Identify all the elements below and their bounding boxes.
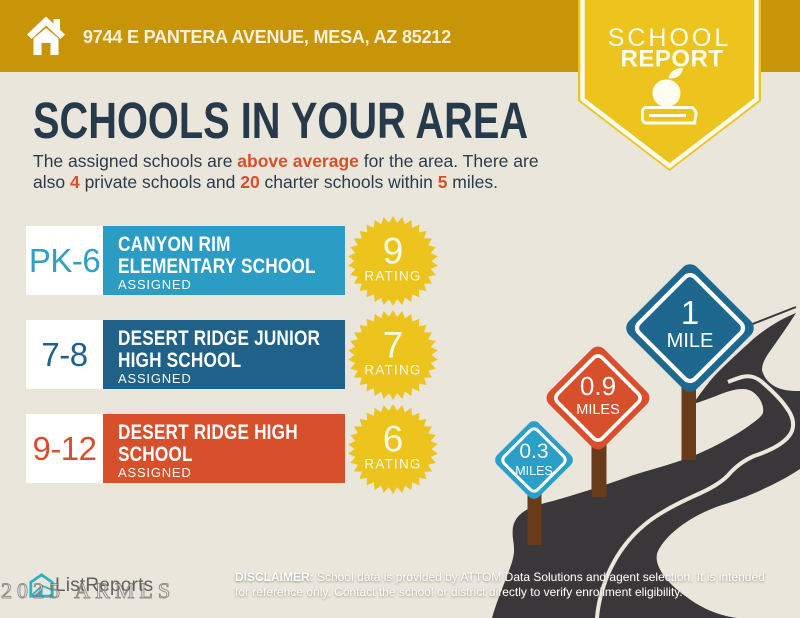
- svg-text:6: 6: [383, 419, 404, 460]
- svg-text:SCHOOL: SCHOOL: [608, 24, 732, 52]
- svg-text:MILES: MILES: [515, 464, 553, 478]
- svg-text:0.3: 0.3: [519, 440, 548, 463]
- svg-text:MILES: MILES: [576, 402, 620, 418]
- svg-text:REPORT: REPORT: [620, 46, 723, 73]
- svg-text:MILE: MILE: [667, 330, 714, 352]
- svg-text:1: 1: [681, 294, 699, 331]
- svg-text:RATING: RATING: [364, 363, 421, 378]
- svg-text:7: 7: [383, 325, 404, 366]
- svg-text:0.9: 0.9: [580, 371, 616, 401]
- svg-text:RATING: RATING: [364, 457, 421, 472]
- svg-text:RATING: RATING: [364, 269, 421, 284]
- svg-text:9: 9: [383, 231, 404, 272]
